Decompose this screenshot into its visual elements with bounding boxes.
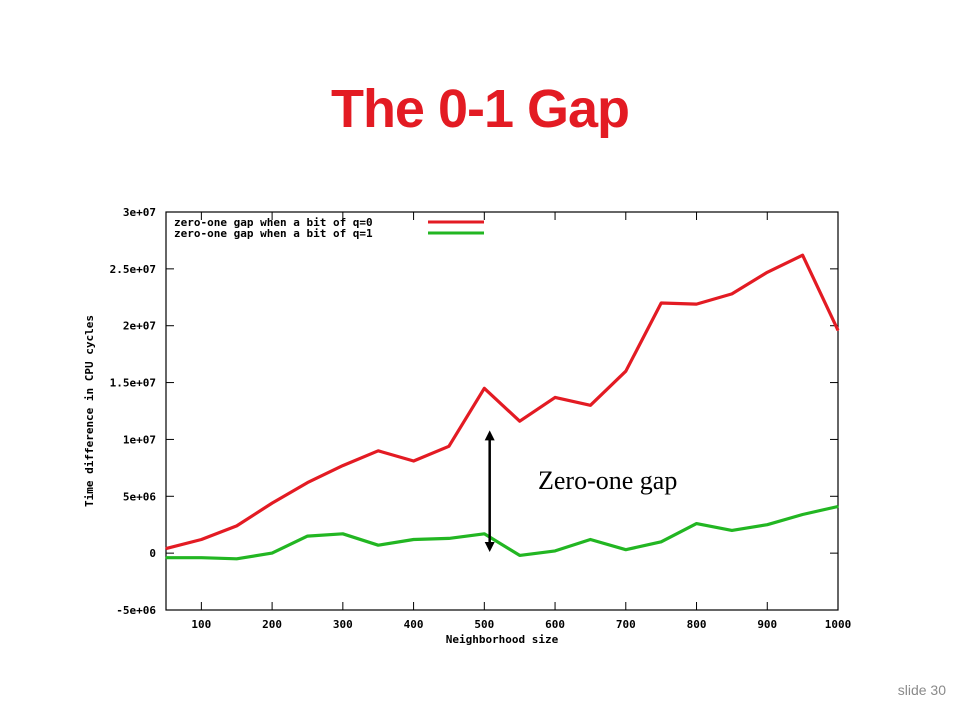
x-tick-label: 1000 — [825, 618, 852, 631]
data-point — [731, 293, 733, 295]
data-point — [837, 329, 839, 332]
data-point — [483, 533, 486, 535]
gap-arrow-head-top — [484, 430, 495, 441]
x-tick-label: 400 — [404, 618, 424, 631]
x-tick-label: 600 — [545, 618, 565, 631]
x-tick-label: 500 — [474, 618, 494, 631]
data-point — [624, 370, 627, 373]
data-point — [731, 529, 733, 532]
y-axis-label: Time difference in CPU cycles — [83, 315, 96, 507]
data-point — [589, 538, 592, 541]
y-tick-label: -5e+06 — [116, 604, 156, 617]
y-tick-label: 5e+06 — [123, 490, 156, 503]
y-tick-label: 0 — [149, 547, 156, 560]
y-tick-label: 2.5e+07 — [110, 263, 156, 276]
data-point — [235, 525, 238, 527]
data-point — [483, 387, 486, 390]
data-point — [801, 254, 804, 257]
x-tick-label: 800 — [687, 618, 707, 631]
data-point — [624, 548, 627, 551]
y-tick-label: 1.5e+07 — [110, 377, 156, 390]
data-point — [342, 533, 344, 535]
data-point — [766, 271, 769, 274]
data-point — [695, 522, 698, 525]
data-point — [695, 303, 698, 305]
data-point — [165, 547, 167, 550]
data-point — [518, 554, 521, 557]
x-tick-label: 200 — [262, 618, 282, 631]
data-point — [448, 445, 450, 448]
series-line-0 — [165, 253, 840, 551]
x-tick-label: 100 — [191, 618, 211, 631]
slide-number: slide 30 — [897, 682, 946, 698]
data-point — [554, 550, 556, 552]
gap-annotation: Zero-one gap — [538, 466, 678, 495]
data-point — [766, 523, 769, 526]
data-point — [377, 450, 380, 452]
data-point — [660, 540, 662, 543]
x-axis-label: Neighborhood size — [446, 633, 559, 646]
data-point — [412, 538, 415, 541]
data-point — [660, 302, 662, 304]
data-point — [377, 544, 380, 546]
legend-label-1: zero-one gap when a bit of q=1 — [174, 227, 373, 240]
x-tick-label: 300 — [333, 618, 353, 631]
legend-label-0: zero-one gap when a bit of q=0 — [174, 216, 373, 229]
data-point — [200, 556, 203, 559]
data-point — [554, 396, 556, 399]
y-tick-label: 3e+07 — [123, 206, 156, 219]
data-point — [448, 537, 450, 540]
data-point — [306, 535, 309, 537]
page-title: The 0-1 Gap — [330, 79, 630, 139]
data-point — [235, 558, 238, 560]
series-line-1 — [166, 504, 839, 561]
data-point — [518, 420, 521, 423]
y-tick-label: 1e+07 — [123, 433, 156, 446]
data-point — [589, 404, 592, 407]
x-tick-label: 700 — [616, 618, 636, 631]
data-point — [412, 460, 415, 462]
data-point — [165, 556, 167, 559]
data-point — [801, 513, 804, 516]
data-point — [837, 505, 839, 508]
x-tick-label: 900 — [757, 618, 777, 631]
gap-arrow-head-bottom — [484, 542, 495, 553]
data-point — [271, 552, 273, 554]
y-tick-label: 2e+07 — [123, 320, 156, 333]
data-point — [200, 538, 203, 541]
data-point — [271, 502, 273, 504]
data-point — [306, 481, 309, 484]
plot-border — [165, 211, 839, 611]
data-point — [342, 464, 344, 467]
